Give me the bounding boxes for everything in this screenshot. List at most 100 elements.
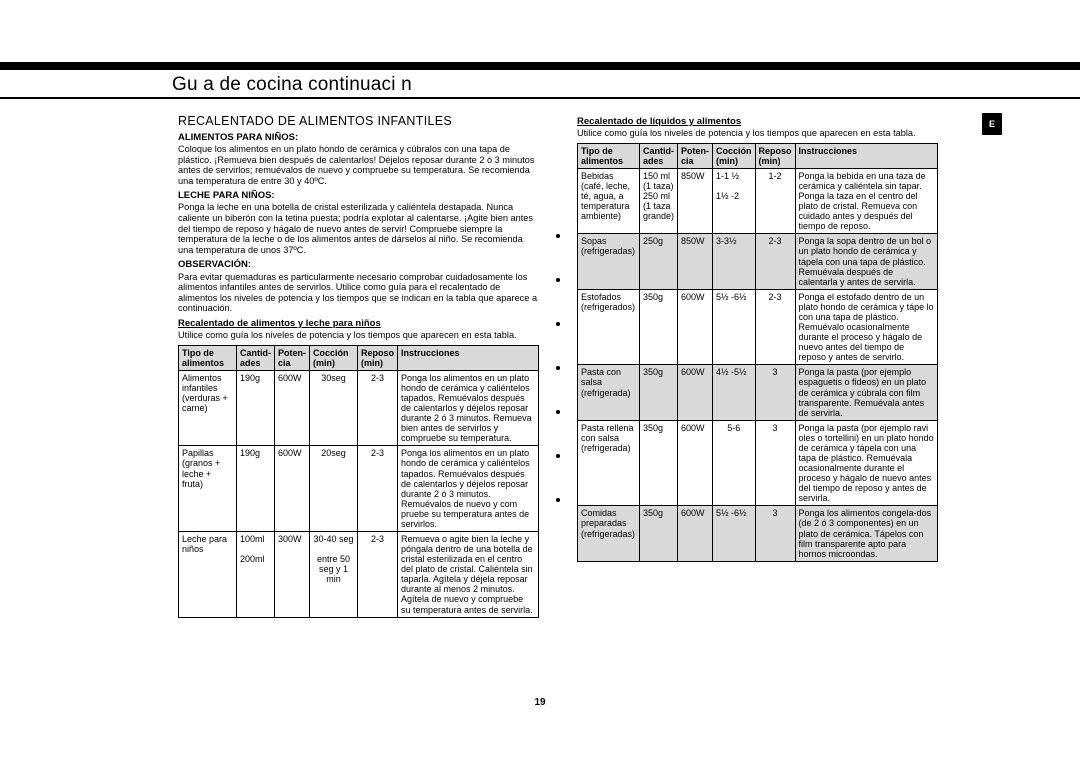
td: 2-3 xyxy=(358,370,398,446)
left-section-title: RECALENTADO DE ALIMENTOS INFANTILES xyxy=(178,114,539,129)
td: 5-6 xyxy=(712,420,755,506)
td: Ponga los alimentos en un plato hondo de… xyxy=(398,370,539,446)
alimentos-header: ALIMENTOS PARA NIÑOS: xyxy=(178,132,539,143)
dot-icon xyxy=(556,366,560,370)
td: Pasta con salsa (refrigerada) xyxy=(577,365,639,420)
table-row: Leche para niños 100ml200ml 300W 30-40 s… xyxy=(179,531,539,617)
page-language-tab: E xyxy=(982,113,1002,135)
td: Ponga los alimentos congela-dos (de 2 ó … xyxy=(795,506,938,561)
dot-icon xyxy=(556,322,560,326)
right-column: Recalentado de líquidos y alimentos Util… xyxy=(577,114,938,618)
td: 3 xyxy=(755,365,795,420)
table-row: Estofados (refrigerados) 350g 600W 5½ -6… xyxy=(577,289,937,365)
left-column: RECALENTADO DE ALIMENTOS INFANTILES ALIM… xyxy=(178,114,539,618)
page-number: 19 xyxy=(0,697,1080,708)
td: 30-40 segentre 50 seg y 1 min xyxy=(310,531,358,617)
dot-icon xyxy=(556,454,560,458)
td: Bebidas (café, leche, té, agua, a temper… xyxy=(577,168,639,233)
td: 3 xyxy=(755,420,795,506)
td: 2-3 xyxy=(358,531,398,617)
td: 600W xyxy=(677,365,712,420)
leche-text: Ponga la leche en una botella de cristal… xyxy=(178,202,539,255)
td: 190g xyxy=(237,370,275,446)
td: 20seg xyxy=(310,446,358,532)
td: Ponga la pasta (por ejemplo ravi oles o … xyxy=(795,420,938,506)
table-row: Comidas preparadas (refrigeradas) 350g 6… xyxy=(577,506,937,561)
td: 3 xyxy=(755,506,795,561)
right-intro: Utilice como guía los niveles de potenci… xyxy=(577,128,938,139)
column-separator xyxy=(555,114,561,618)
td: 600W xyxy=(677,420,712,506)
leche-header: LECHE PARA NIÑOS: xyxy=(178,190,539,201)
td: 150 ml (1 taza) 250 ml (1 taza grande) xyxy=(639,168,677,233)
td: 190g xyxy=(237,446,275,532)
dot-icon xyxy=(556,498,560,502)
th: Instrucciones xyxy=(795,143,938,168)
td: 5½ -6½ xyxy=(712,506,755,561)
td: 3-3½ xyxy=(712,234,755,289)
td: 600W xyxy=(677,289,712,365)
td: 850W xyxy=(677,234,712,289)
td: 600W xyxy=(275,446,310,532)
th: Tipo de alimentos xyxy=(179,345,237,370)
td: 1-2 xyxy=(755,168,795,233)
td: 5½ -6½ xyxy=(712,289,755,365)
th: Cantid-ades xyxy=(639,143,677,168)
table-row: Alimentos infantiles (verduras + carne) … xyxy=(179,370,539,446)
td: 300W xyxy=(275,531,310,617)
td: 2-3 xyxy=(358,446,398,532)
td: Ponga los alimentos en un plato hondo de… xyxy=(398,446,539,532)
top-bar xyxy=(0,62,1080,70)
td: Ponga la bebida en una taza de cerámica … xyxy=(795,168,938,233)
alimentos-text: Coloque los alimentos en un plato hondo … xyxy=(178,144,539,186)
page-title: Gu a de cocina continuaci n xyxy=(172,74,412,96)
td: 850W xyxy=(677,168,712,233)
td: Sopas (refrigeradas) xyxy=(577,234,639,289)
left-table: Tipo de alimentos Cantid-ades Poten-cia … xyxy=(178,345,539,618)
th: Instrucciones xyxy=(398,345,539,370)
td: Pasta rellena con salsa (refrigerada) xyxy=(577,420,639,506)
table-row: Papillas (granos + leche + fruta) 190g 6… xyxy=(179,446,539,532)
table-row: Sopas (refrigeradas) 250g 850W 3-3½ 2-3 … xyxy=(577,234,937,289)
td: Leche para niños xyxy=(179,531,237,617)
td: 2-3 xyxy=(755,234,795,289)
td: 350g xyxy=(639,365,677,420)
td: 350g xyxy=(639,420,677,506)
th: Poten-cia xyxy=(275,345,310,370)
right-table: Tipo de alimentos Cantid-ades Poten-cia … xyxy=(577,143,938,562)
observacion-text: Para evitar quemaduras es particularment… xyxy=(178,272,539,314)
th: Poten-cia xyxy=(677,143,712,168)
right-section-title: Recalentado de líquidos y alimentos xyxy=(577,116,938,127)
th: Cocción (min) xyxy=(310,345,358,370)
table-row: Pasta rellena con salsa (refrigerada) 35… xyxy=(577,420,937,506)
td: 1-1 ½ 1½ -2 xyxy=(712,168,755,233)
th: Reposo (min) xyxy=(358,345,398,370)
title-underline xyxy=(0,97,1080,99)
th: Cantid-ades xyxy=(237,345,275,370)
td: Alimentos infantiles (verduras + carne) xyxy=(179,370,237,446)
td: 350g xyxy=(639,289,677,365)
td: Comidas preparadas (refrigeradas) xyxy=(577,506,639,561)
td: 2-3 xyxy=(755,289,795,365)
td: Ponga el estofado dentro de un plato hon… xyxy=(795,289,938,365)
table-row: Bebidas (café, leche, té, agua, a temper… xyxy=(577,168,937,233)
dot-icon xyxy=(556,234,560,238)
left-table-header: Recalentado de alimentos y leche para ni… xyxy=(178,318,539,329)
td: 600W xyxy=(677,506,712,561)
td: Ponga la sopa dentro de un bol o un plat… xyxy=(795,234,938,289)
dot-icon xyxy=(556,278,560,282)
td: 4½ -5½ xyxy=(712,365,755,420)
td: Remueva o agite bien la leche y póngala … xyxy=(398,531,539,617)
dot-icon xyxy=(556,410,560,414)
observacion-header: OBSERVACIÓN: xyxy=(178,259,539,270)
td: 250g xyxy=(639,234,677,289)
th: Tipo de alimentos xyxy=(577,143,639,168)
td: 350g xyxy=(639,506,677,561)
td: Ponga la pasta (por ejemplo espaguetis o… xyxy=(795,365,938,420)
td: 30seg xyxy=(310,370,358,446)
left-table-intro: Utilice como guía los niveles de potenci… xyxy=(178,330,539,341)
td: 100ml200ml xyxy=(237,531,275,617)
table-row: Pasta con salsa (refrigerada) 350g 600W … xyxy=(577,365,937,420)
th: Cocción (min) xyxy=(712,143,755,168)
td: Estofados (refrigerados) xyxy=(577,289,639,365)
